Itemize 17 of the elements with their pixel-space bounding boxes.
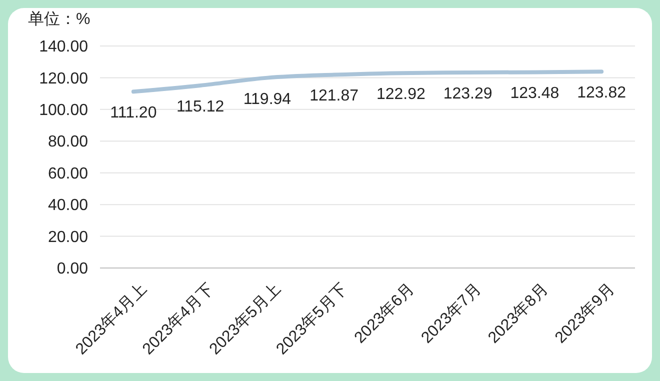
data-label: 115.12	[176, 98, 224, 116]
y-tick-label: 140.00	[39, 38, 88, 56]
y-tick-label: 0.00	[56, 260, 88, 278]
data-label: 123.82	[577, 84, 626, 102]
data-label: 121.87	[310, 88, 359, 105]
data-label: 119.94	[243, 90, 292, 108]
y-tick-label: 80.00	[48, 134, 88, 151]
data-label: 111.20	[110, 104, 157, 122]
data-label: 122.92	[376, 86, 426, 104]
y-tick-label: 120.00	[39, 70, 88, 88]
y-axis-title: 单位：%	[28, 10, 90, 28]
data-label: 123.48	[510, 85, 560, 102]
y-tick-label: 40.00	[48, 197, 88, 214]
y-tick-label: 20.00	[48, 228, 88, 246]
data-label: 123.29	[443, 85, 492, 102]
y-tick-label: 60.00	[48, 165, 88, 182]
y-tick-label: 100.00	[39, 102, 88, 120]
